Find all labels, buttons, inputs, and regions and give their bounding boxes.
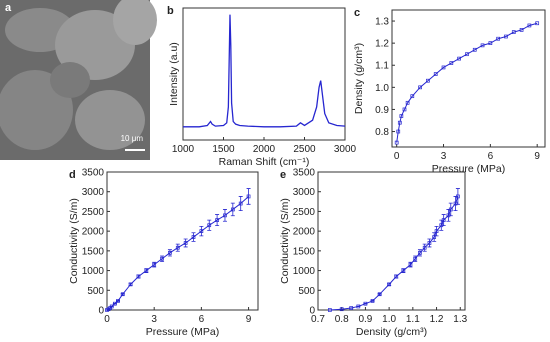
x-axis-label: Pressure (MPa)	[432, 163, 506, 175]
plot-frame	[107, 172, 258, 310]
x-tick-label: 6	[488, 151, 494, 162]
y-axis-label: Density (g/cm³)	[353, 43, 365, 114]
y-tick-label: 500	[298, 286, 315, 297]
y-tick-label: 1.0	[375, 83, 389, 94]
chart-panel: 0 3 6 9 0.8 0.9 1.0 1.1 1.2 1.3 Pressure (MPa) Dens…	[353, 7, 545, 175]
y-tick-label: 3000	[82, 187, 105, 198]
y-tick-label: 500	[87, 286, 104, 297]
plot-frame	[183, 8, 345, 140]
x-tick-label: 2500	[293, 144, 316, 155]
y-tick-label: 0	[309, 306, 315, 317]
y-tick-label: 2000	[82, 227, 105, 238]
x-tick-label: 9	[534, 151, 540, 162]
data-line	[183, 15, 345, 127]
y-tick-label: 0.8	[375, 127, 389, 138]
x-tick-label: 3	[151, 314, 157, 325]
y-tick-label: 3500	[82, 168, 105, 179]
y-tick-label: 0	[98, 306, 104, 317]
x-tick-label: 0.9	[358, 314, 372, 325]
x-axis-label: Pressure (MPa)	[146, 326, 220, 337]
y-tick-label: 1.2	[375, 39, 389, 50]
x-tick-label: 1500	[212, 144, 235, 155]
data-line	[397, 23, 538, 142]
panel-label: c	[354, 7, 360, 19]
y-tick-label: 0.9	[375, 105, 389, 116]
scale-bar-label: 10 μm	[121, 134, 144, 143]
y-tick-label: 1500	[82, 246, 105, 257]
y-tick-label: 1.3	[375, 17, 389, 28]
chart-panel: 0 3 6 9 0 500 1000 1500 2000 2500 3000 3500 Pressure…	[68, 168, 258, 338]
x-tick-label: 9	[246, 314, 252, 325]
x-axis-label: Density (g/cm³)	[356, 326, 427, 337]
x-tick-label: 2000	[253, 144, 276, 155]
y-tick-label: 3000	[293, 187, 316, 198]
sem-image: a 10 μm	[0, 0, 157, 160]
y-tick-label: 2500	[82, 207, 105, 218]
panel-label: d	[69, 169, 76, 181]
y-tick-label: 1000	[82, 266, 105, 277]
data-line	[330, 196, 458, 310]
y-tick-label: 1500	[293, 246, 316, 257]
y-axis-label: Conductivity (S/m)	[68, 198, 80, 284]
plot-frame	[318, 172, 465, 310]
data-line	[107, 196, 249, 310]
plot-frame	[392, 10, 545, 147]
y-tick-label: 1.1	[375, 61, 389, 72]
y-tick-label: 3500	[293, 168, 316, 179]
chart-panel: 1000 1500 2000 2500 3000 Raman Shift (cm⁻¹) In…	[167, 5, 357, 168]
panel-label: e	[280, 169, 286, 181]
x-tick-label: 1.1	[406, 314, 420, 325]
panel-label: a	[5, 2, 12, 14]
x-tick-label: 3000	[334, 144, 357, 155]
x-tick-label: 6	[199, 314, 205, 325]
y-tick-label: 1000	[293, 266, 316, 277]
y-axis-label: Intensity (a.u)	[168, 42, 180, 106]
y-tick-label: 2500	[293, 207, 316, 218]
x-tick-label: 1.2	[430, 314, 444, 325]
x-tick-label: 0	[394, 151, 400, 162]
x-tick-label: 3	[441, 151, 447, 162]
x-tick-label: 1.3	[453, 314, 467, 325]
y-axis-label: Conductivity (S/m)	[279, 198, 291, 284]
y-tick-label: 2000	[293, 227, 316, 238]
x-tick-label: 0.8	[335, 314, 349, 325]
x-axis-label: Raman Shift (cm⁻¹)	[219, 156, 310, 168]
particle	[50, 62, 90, 98]
x-tick-label: 1.0	[382, 314, 396, 325]
x-tick-label: 1000	[172, 144, 195, 155]
panel-label: b	[167, 5, 174, 17]
x-tick-label: 0	[104, 314, 110, 325]
